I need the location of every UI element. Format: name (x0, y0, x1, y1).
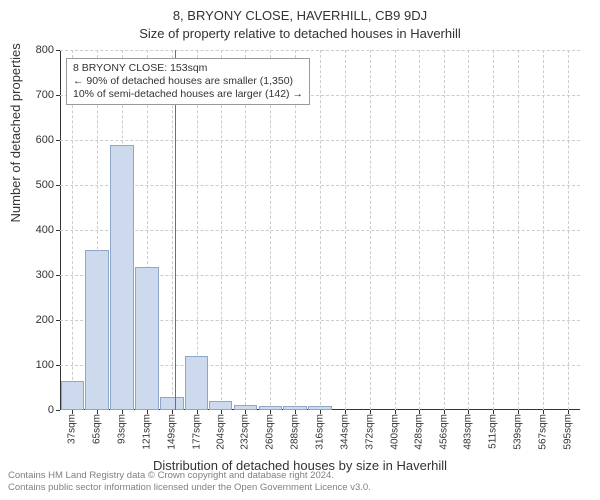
ytick-label: 100 (36, 359, 54, 371)
page-address: 8, BRYONY CLOSE, HAVERHILL, CB9 9DJ (0, 8, 600, 23)
xtick-label: 567sqm (537, 414, 548, 450)
xtick-label: 260sqm (265, 414, 276, 450)
footer-line-1: Contains HM Land Registry data © Crown c… (8, 470, 592, 482)
ytick-label: 400 (36, 224, 54, 236)
annotation-line: 8 BRYONY CLOSE: 153sqm (73, 62, 303, 75)
ytick-label: 800 (36, 44, 54, 56)
y-axis-label: Number of detached properties (8, 43, 23, 222)
ytick-label: 600 (36, 134, 54, 146)
histogram-bar (259, 406, 283, 411)
ytick-mark (56, 95, 60, 96)
histogram-bar (85, 250, 109, 410)
ytick-mark (56, 365, 60, 366)
gridline-v (320, 50, 321, 410)
gridline-v (345, 50, 346, 410)
ytick-mark (56, 275, 60, 276)
xtick-label: 232sqm (240, 414, 251, 450)
xtick-label: 344sqm (339, 414, 350, 450)
histogram-bar (209, 401, 233, 410)
xtick-label: 456sqm (439, 414, 450, 450)
ytick-mark (56, 410, 60, 411)
histogram-bar (234, 405, 258, 410)
histogram-bar (185, 356, 209, 410)
ytick-label: 500 (36, 179, 54, 191)
histogram-bar (160, 397, 184, 411)
ytick-label: 0 (48, 404, 54, 416)
gridline-v (543, 50, 544, 410)
xtick-label: 400sqm (389, 414, 400, 450)
page-subtitle: Size of property relative to detached ho… (0, 26, 600, 41)
ytick-mark (56, 320, 60, 321)
ytick-mark (56, 50, 60, 51)
gridline-v (493, 50, 494, 410)
ytick-mark (56, 140, 60, 141)
footer-line-2: Contains public sector information licen… (8, 482, 592, 494)
annotation-box: 8 BRYONY CLOSE: 153sqm← 90% of detached … (66, 58, 310, 105)
ytick-label: 700 (36, 89, 54, 101)
xtick-label: 149sqm (166, 414, 177, 450)
histogram-bar (61, 381, 85, 410)
xtick-label: 65sqm (92, 414, 103, 444)
gridline-v (370, 50, 371, 410)
xtick-label: 539sqm (512, 414, 523, 450)
xtick-label: 316sqm (315, 414, 326, 450)
xtick-label: 93sqm (117, 414, 128, 444)
gridline-v (518, 50, 519, 410)
ytick-label: 200 (36, 314, 54, 326)
xtick-label: 511sqm (488, 414, 499, 449)
gridline-v (395, 50, 396, 410)
xtick-label: 483sqm (463, 414, 474, 450)
xtick-label: 428sqm (414, 414, 425, 450)
histogram-bar (308, 406, 332, 410)
xtick-label: 288sqm (290, 414, 301, 450)
gridline-v (468, 50, 469, 410)
xtick-label: 204sqm (215, 414, 226, 450)
xtick-label: 37sqm (67, 414, 78, 444)
gridline-v (419, 50, 420, 410)
gridline-v (444, 50, 445, 410)
ytick-mark (56, 230, 60, 231)
histogram-plot: 010020030040050060070080037sqm65sqm93sqm… (60, 50, 580, 410)
annotation-line: 10% of semi-detached houses are larger (… (73, 88, 303, 101)
xtick-label: 595sqm (562, 414, 573, 450)
xtick-label: 372sqm (364, 414, 375, 450)
attribution-footer: Contains HM Land Registry data © Crown c… (8, 470, 592, 494)
xtick-label: 121sqm (141, 414, 152, 450)
gridline-v (568, 50, 569, 410)
ytick-mark (56, 185, 60, 186)
annotation-line: ← 90% of detached houses are smaller (1,… (73, 75, 303, 88)
xtick-label: 177sqm (191, 414, 202, 450)
histogram-bar (135, 267, 159, 410)
ytick-label: 300 (36, 269, 54, 281)
histogram-bar (283, 406, 307, 411)
histogram-bar (110, 145, 134, 411)
